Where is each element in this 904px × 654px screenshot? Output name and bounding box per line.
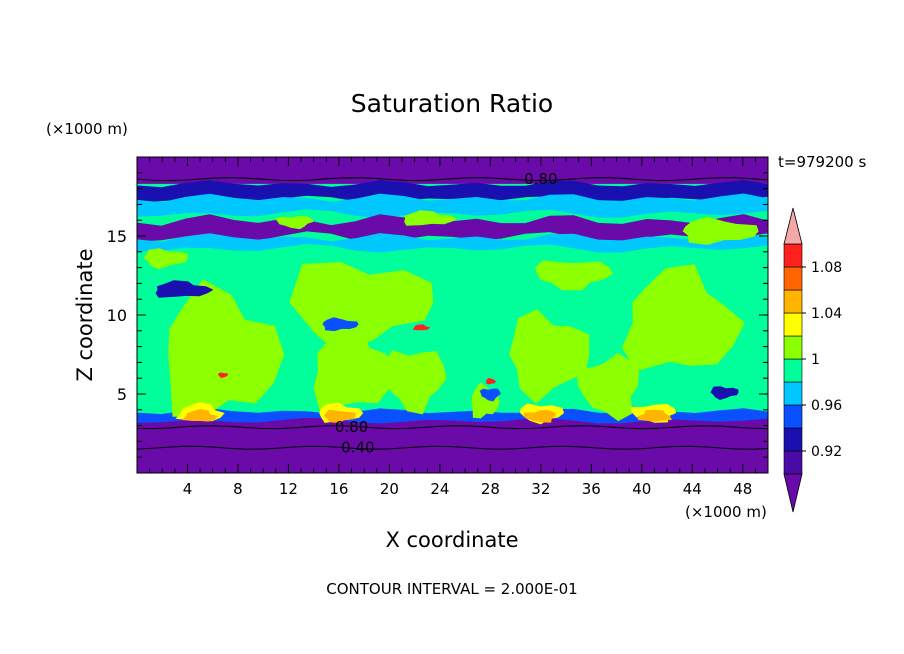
field-cyan-band xyxy=(137,233,768,253)
chart-title: Saturation Ratio xyxy=(351,89,553,118)
colorbar-segment xyxy=(783,243,803,268)
x-tick-label: 48 xyxy=(733,480,752,498)
colorbar-segment xyxy=(783,335,803,360)
field-lime-region xyxy=(275,216,314,230)
field-moist-spot xyxy=(637,409,672,422)
colorbar-segment xyxy=(783,266,803,291)
y-tick-label: 15 xyxy=(107,227,127,246)
field-lime-region xyxy=(384,350,447,415)
field-moist-spot xyxy=(412,324,431,331)
x-tick-label: 8 xyxy=(233,480,243,498)
colorbar-segment xyxy=(783,312,803,337)
time-label: t=979200 s xyxy=(778,153,866,171)
contour-label-layer: 0.80 0.80 0.40 xyxy=(335,170,558,457)
field-lime-region xyxy=(143,248,188,270)
colorbar-tick-label: 1 xyxy=(811,352,820,368)
field-moist-spot xyxy=(182,409,218,422)
colorbar-segment xyxy=(783,427,803,452)
colorbar-under-triangle xyxy=(783,473,803,513)
field-plot-area xyxy=(137,157,768,473)
y-axis-label: Z coordinate xyxy=(73,248,97,381)
field-moist-spot xyxy=(218,372,229,378)
field-lime-region xyxy=(535,260,613,291)
field-moist-spot xyxy=(485,377,496,385)
field-dry-pocket xyxy=(155,280,214,298)
contour-line xyxy=(137,445,768,450)
field-dry-pocket xyxy=(710,386,739,400)
x-tick-label: 4 xyxy=(183,480,193,498)
contour-label: 0.80 xyxy=(524,170,557,188)
contour-line xyxy=(137,177,768,182)
x-tick-label: 36 xyxy=(582,480,601,498)
field-lime-region xyxy=(682,216,759,245)
colorbar-segment xyxy=(783,404,803,429)
colorbar: 0.92 0.96 1 1.04 1.08 xyxy=(783,207,842,513)
field-moist-spot xyxy=(323,409,356,423)
x-tick-label: 40 xyxy=(632,480,651,498)
x-tick-label: 16 xyxy=(329,480,348,498)
y-unit-label: (×1000 m) xyxy=(46,120,128,138)
field-upper-blue xyxy=(137,180,768,203)
contour-label: 0.40 xyxy=(341,439,374,457)
field-moist-spot xyxy=(523,410,556,423)
contour-line xyxy=(137,425,768,430)
colorbar-segment xyxy=(783,450,803,475)
field-lime-region xyxy=(404,210,458,226)
field-lower-edge xyxy=(137,408,768,424)
contour-label: 0.80 xyxy=(335,418,368,436)
colorbar-segment xyxy=(783,289,803,314)
x-tick-label: 44 xyxy=(683,480,702,498)
x-tick-label: 32 xyxy=(531,480,550,498)
colorbar-segment xyxy=(783,381,803,406)
y-tick-label: 5 xyxy=(117,385,127,404)
contour-interval-footer: CONTOUR INTERVAL = 2.000E-01 xyxy=(326,580,577,598)
field-lime-region xyxy=(509,309,590,404)
colorbar-tick-label: 1.04 xyxy=(811,306,842,322)
field-lime-region xyxy=(621,264,745,371)
x-unit-label: (×1000 m) xyxy=(685,503,767,521)
field-upper-cyan xyxy=(137,193,768,218)
colorbar-tick-label: 1.08 xyxy=(811,260,842,276)
colorbar-segment xyxy=(783,358,803,383)
x-tick-label: 24 xyxy=(430,480,449,498)
x-tick-label: 12 xyxy=(279,480,298,498)
field-lime-region xyxy=(471,382,500,419)
x-axis-label: X coordinate xyxy=(385,528,518,552)
y-tick-label: 10 xyxy=(107,306,127,325)
field-upper-layer xyxy=(137,157,768,184)
x-tick-label: 28 xyxy=(481,480,500,498)
x-tick-label: 20 xyxy=(380,480,399,498)
colorbar-tick-label: 0.92 xyxy=(811,444,842,460)
colorbar-tick-label: 0.96 xyxy=(811,398,842,414)
field-lime-region xyxy=(576,352,640,422)
field-dry-pocket xyxy=(479,388,501,402)
field-layer xyxy=(137,157,768,473)
field-lime-region xyxy=(168,279,285,417)
field-lime-region xyxy=(313,324,398,411)
colorbar-over-triangle xyxy=(783,207,803,245)
field-dry-pocket xyxy=(322,317,359,332)
